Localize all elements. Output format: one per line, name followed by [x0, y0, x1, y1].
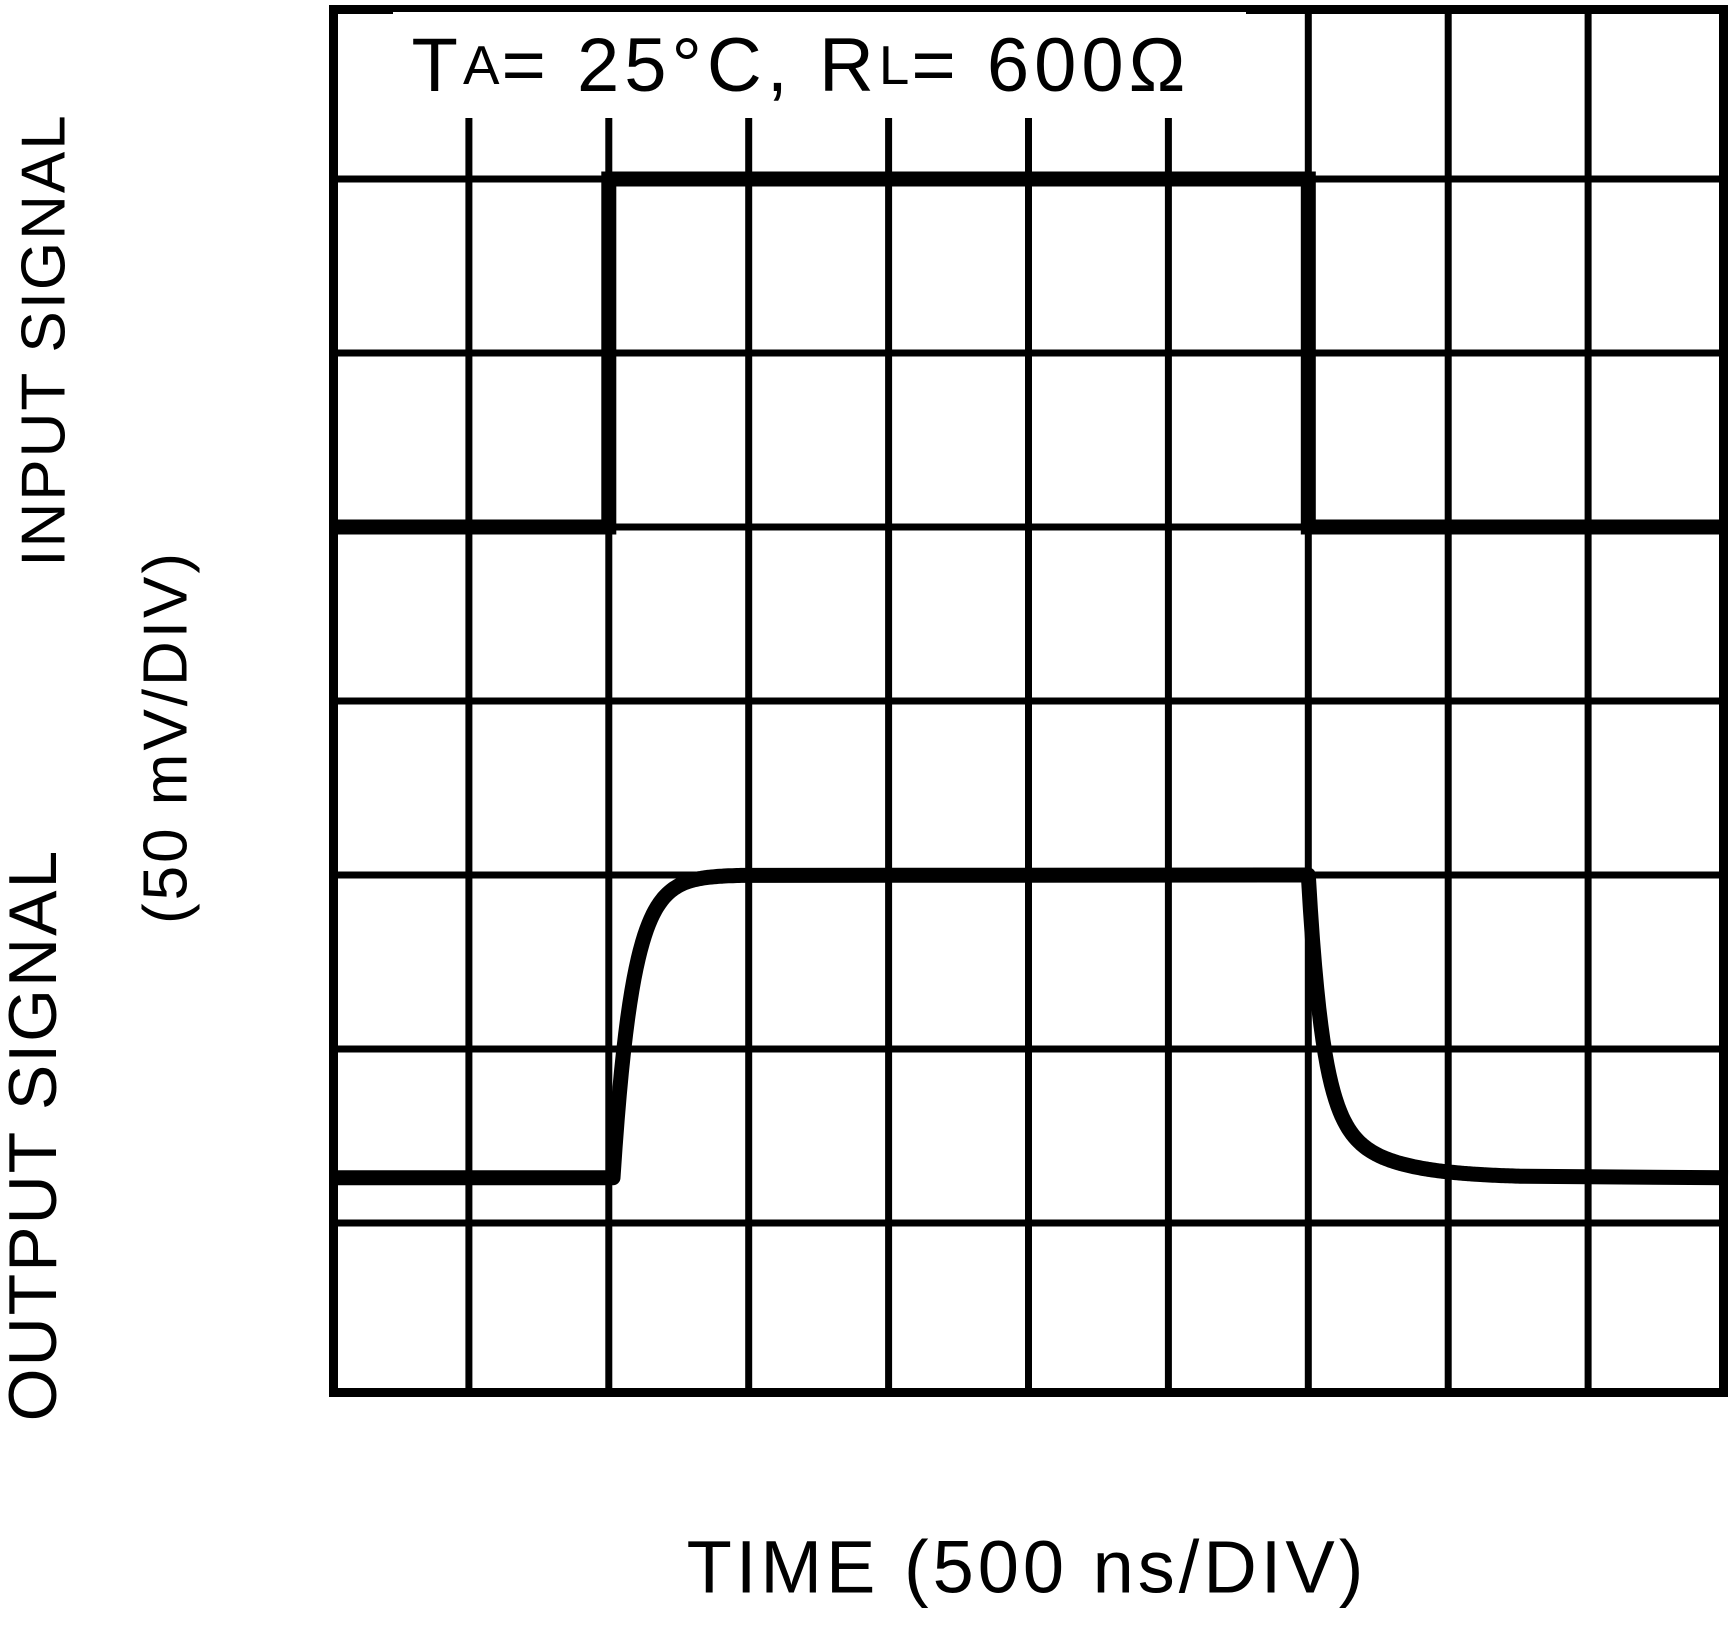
- title-text: = 25°C, R: [501, 22, 879, 108]
- output-signal-trace: [329, 867, 1729, 1186]
- y-axis-units-label: (50 mV/DIV): [131, 549, 201, 925]
- title-subscript: L: [878, 34, 912, 96]
- input-signal-trace: [329, 171, 1728, 535]
- title-text: = 600Ω: [911, 22, 1191, 108]
- grid-border: [329, 5, 1728, 1397]
- title-subscript: A: [462, 34, 502, 96]
- y-axis-label-input-signal: INPUT SIGNAL: [9, 113, 79, 567]
- x-axis-label: TIME (500 ns/DIV): [686, 1525, 1368, 1609]
- title-text: T: [411, 22, 463, 108]
- y-axis-label-output-signal: OUTPUT SIGNAL: [0, 848, 71, 1422]
- grid-lines: [329, 5, 1728, 1397]
